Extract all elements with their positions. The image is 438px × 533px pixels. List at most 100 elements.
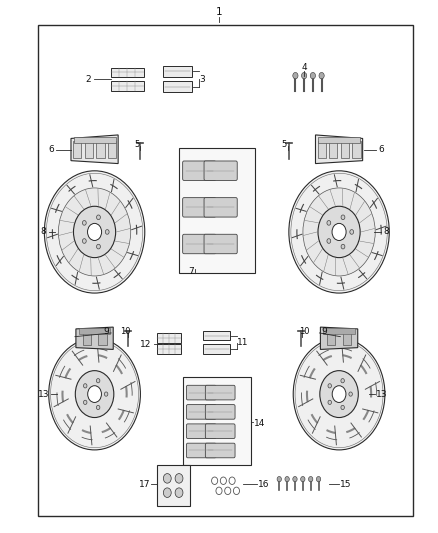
Circle shape xyxy=(58,188,131,276)
Circle shape xyxy=(318,206,360,257)
Circle shape xyxy=(163,474,171,483)
Text: 4: 4 xyxy=(301,63,307,71)
Text: 9: 9 xyxy=(321,327,327,336)
Text: 10: 10 xyxy=(299,327,309,336)
Text: 6: 6 xyxy=(378,145,384,154)
Circle shape xyxy=(316,477,321,482)
Bar xyxy=(203,344,230,354)
Bar xyxy=(343,331,351,345)
Circle shape xyxy=(96,244,100,249)
Bar xyxy=(82,331,91,345)
Text: 14: 14 xyxy=(254,419,265,428)
Circle shape xyxy=(277,477,282,482)
Circle shape xyxy=(310,72,315,79)
Circle shape xyxy=(96,215,100,220)
Text: 2: 2 xyxy=(85,75,91,84)
Bar xyxy=(352,141,360,158)
Text: 13: 13 xyxy=(38,390,49,399)
Circle shape xyxy=(328,384,332,388)
FancyBboxPatch shape xyxy=(187,443,216,458)
FancyBboxPatch shape xyxy=(204,235,237,254)
Circle shape xyxy=(303,188,375,276)
Circle shape xyxy=(349,392,352,396)
Circle shape xyxy=(104,392,108,396)
Text: 8: 8 xyxy=(383,228,389,237)
Circle shape xyxy=(74,206,116,257)
FancyBboxPatch shape xyxy=(187,405,216,419)
Bar xyxy=(85,141,93,158)
FancyBboxPatch shape xyxy=(205,443,235,458)
Bar xyxy=(163,66,192,77)
Bar xyxy=(111,81,144,91)
Circle shape xyxy=(84,400,87,405)
Bar xyxy=(79,328,110,334)
Text: 17: 17 xyxy=(138,480,150,489)
Circle shape xyxy=(96,378,100,383)
Polygon shape xyxy=(76,327,113,350)
Text: 16: 16 xyxy=(258,480,270,489)
Bar xyxy=(157,334,181,343)
Text: 15: 15 xyxy=(340,480,352,489)
Circle shape xyxy=(293,72,298,79)
Bar xyxy=(156,465,190,506)
Circle shape xyxy=(332,223,346,240)
Bar xyxy=(318,141,326,158)
Circle shape xyxy=(75,370,114,417)
Text: 7: 7 xyxy=(188,268,194,276)
Bar xyxy=(341,141,349,158)
Text: 6: 6 xyxy=(48,145,54,154)
FancyBboxPatch shape xyxy=(205,405,235,419)
FancyBboxPatch shape xyxy=(187,385,216,400)
Bar xyxy=(96,141,105,158)
Bar xyxy=(179,148,255,273)
FancyBboxPatch shape xyxy=(187,424,216,439)
Text: 12: 12 xyxy=(140,340,151,349)
Circle shape xyxy=(88,223,102,240)
Circle shape xyxy=(105,230,109,235)
Circle shape xyxy=(293,338,385,450)
Circle shape xyxy=(175,474,183,483)
Circle shape xyxy=(332,386,346,402)
Polygon shape xyxy=(321,327,358,350)
Bar xyxy=(38,25,413,516)
Bar xyxy=(318,136,360,143)
FancyBboxPatch shape xyxy=(183,161,216,180)
Bar xyxy=(157,344,181,354)
Text: 11: 11 xyxy=(237,338,249,347)
Circle shape xyxy=(341,378,344,383)
Bar xyxy=(98,331,106,345)
Circle shape xyxy=(300,477,305,482)
FancyBboxPatch shape xyxy=(183,198,216,217)
Bar xyxy=(183,377,251,465)
Circle shape xyxy=(328,400,332,405)
Polygon shape xyxy=(315,135,363,164)
Text: 10: 10 xyxy=(120,327,131,336)
FancyBboxPatch shape xyxy=(183,235,216,254)
Text: 5: 5 xyxy=(134,140,140,149)
Bar xyxy=(111,68,144,77)
Circle shape xyxy=(308,477,313,482)
Circle shape xyxy=(289,171,389,293)
Circle shape xyxy=(88,386,102,402)
Circle shape xyxy=(82,221,86,225)
Circle shape xyxy=(301,72,307,79)
Circle shape xyxy=(341,215,345,220)
Circle shape xyxy=(327,239,331,244)
Text: 5: 5 xyxy=(282,140,287,149)
Text: 1: 1 xyxy=(215,7,223,18)
FancyBboxPatch shape xyxy=(204,161,237,180)
FancyBboxPatch shape xyxy=(204,198,237,217)
Circle shape xyxy=(84,384,87,388)
Circle shape xyxy=(96,405,100,409)
Circle shape xyxy=(341,244,345,249)
Text: 13: 13 xyxy=(376,390,387,399)
Circle shape xyxy=(44,171,145,293)
Circle shape xyxy=(49,338,141,450)
Polygon shape xyxy=(71,135,118,164)
Circle shape xyxy=(175,488,183,497)
Circle shape xyxy=(163,488,171,497)
Circle shape xyxy=(285,477,289,482)
Circle shape xyxy=(327,221,331,225)
Circle shape xyxy=(293,477,297,482)
Bar xyxy=(74,136,116,143)
